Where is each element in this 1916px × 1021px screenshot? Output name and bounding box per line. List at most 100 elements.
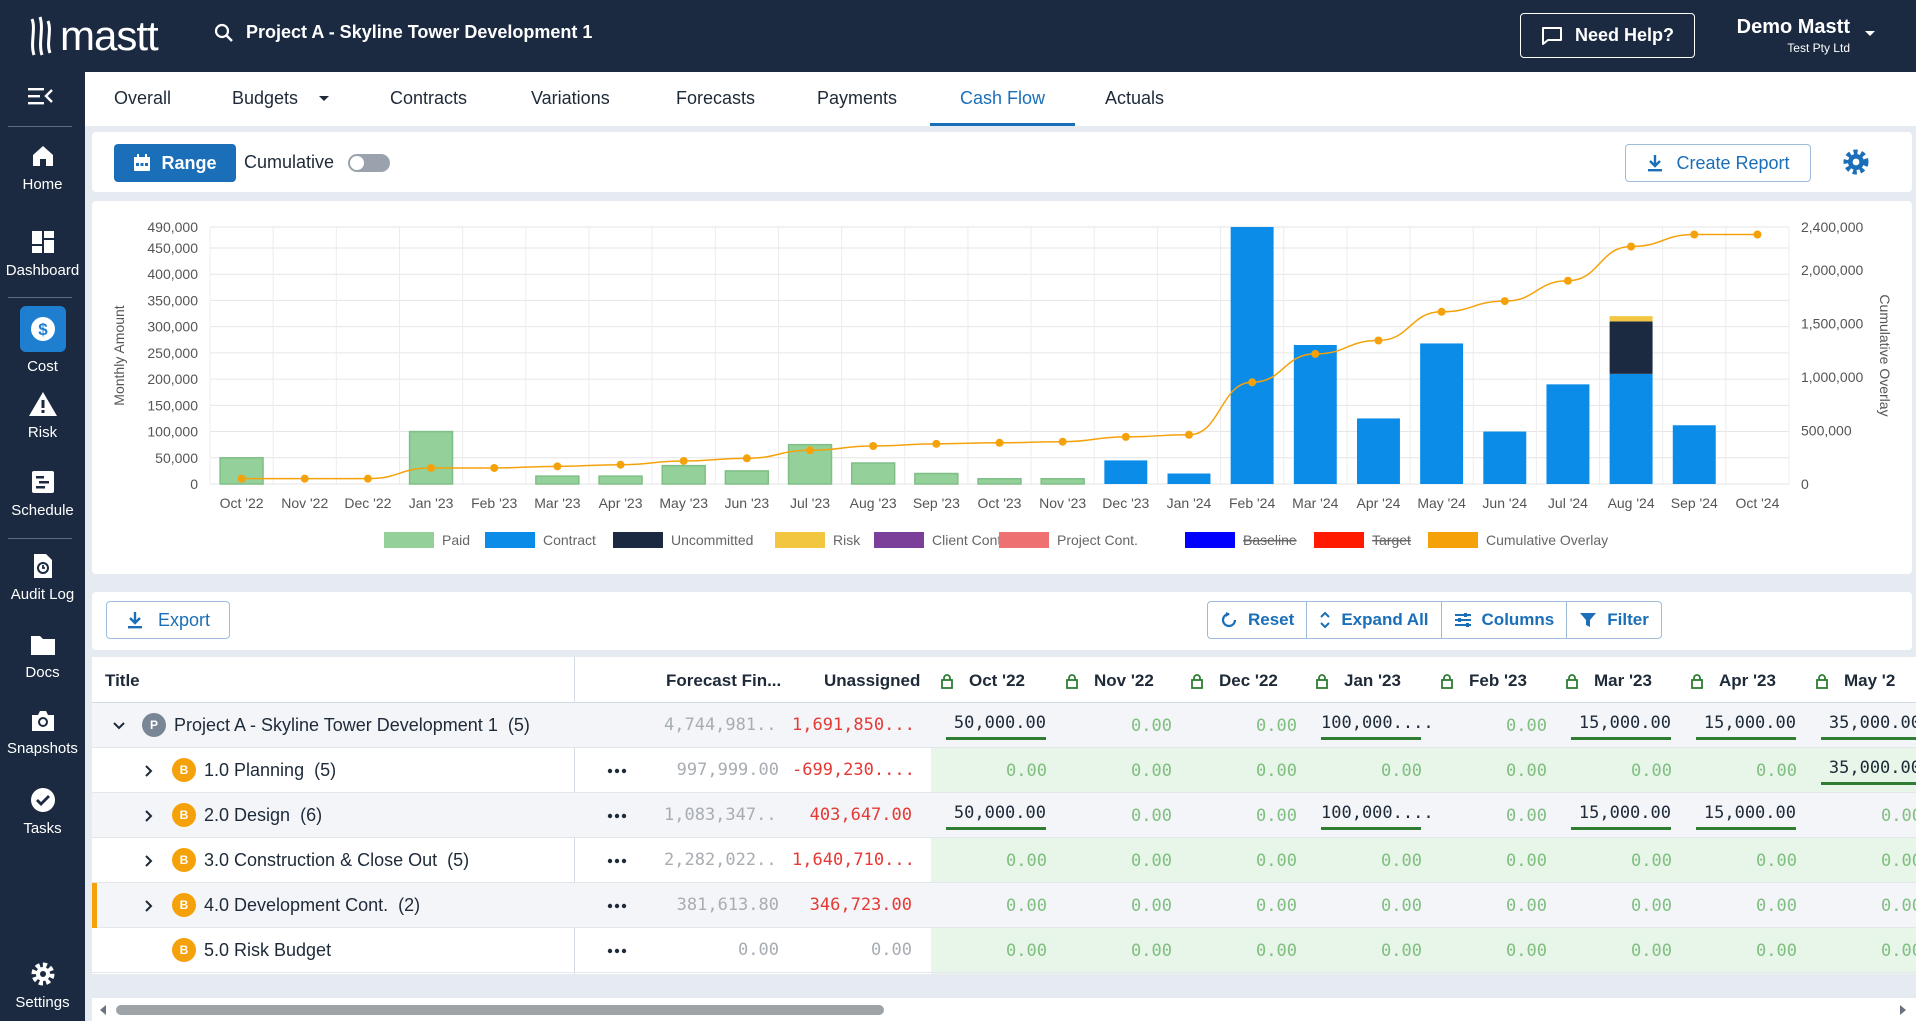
header-month[interactable]: Nov '22	[1066, 671, 1181, 691]
cell-amount[interactable]: 0.00	[1381, 761, 1422, 781]
cell-amount[interactable]: 0.00	[1631, 941, 1672, 961]
header-forecast[interactable]: Forecast Fin...	[666, 671, 782, 690]
project-search[interactable]: Project A - Skyline Tower Development 1	[214, 22, 592, 43]
header-month[interactable]: May '2	[1816, 671, 1916, 691]
cell-amount[interactable]: 0.00	[1131, 761, 1172, 781]
cell-amount[interactable]: 0.00	[1131, 851, 1172, 871]
cell-amount[interactable]: 0.00	[1006, 941, 1047, 961]
scroll-left-icon[interactable]	[98, 1004, 108, 1016]
cell-amount[interactable]: 0.00	[1381, 851, 1422, 871]
tab-contracts[interactable]: Contracts	[390, 88, 468, 108]
sidebar-item-cost[interactable]: $ Cost	[0, 306, 85, 375]
sidebar-item-snapshots[interactable]: Snapshots	[0, 708, 85, 757]
export-button[interactable]: Export	[106, 601, 230, 639]
cell-amount[interactable]: 0.00	[1881, 806, 1916, 826]
tab-budgets[interactable]: Budgets	[232, 88, 330, 126]
logo[interactable]: mastt	[28, 12, 159, 60]
cell-amount[interactable]: 0.00	[1256, 896, 1297, 916]
sidebar-item-tasks[interactable]: Tasks	[0, 786, 85, 837]
chevron-right-icon[interactable]	[142, 764, 156, 778]
collapse-menu-icon[interactable]	[28, 86, 54, 106]
cell-amount[interactable]: 0.00	[1256, 806, 1297, 826]
cell-amount[interactable]: 0.00	[1631, 851, 1672, 871]
cell-amount[interactable]: 0.00	[1006, 761, 1047, 781]
more-icon[interactable]	[607, 948, 627, 954]
scroll-thumb[interactable]	[116, 1005, 884, 1015]
cell-amount[interactable]: 0.00	[1631, 761, 1672, 781]
cell-amount[interactable]: 15,000.00	[1696, 803, 1796, 830]
columns-button[interactable]: Columns	[1442, 602, 1568, 638]
header-month[interactable]: Oct '22	[941, 671, 1056, 691]
header-month[interactable]: Dec '22	[1191, 671, 1306, 691]
reset-button[interactable]: Reset	[1208, 602, 1308, 638]
tab-forecasts[interactable]: Forecasts	[676, 88, 756, 108]
more-icon[interactable]	[607, 858, 627, 864]
sidebar-item-dashboard[interactable]: Dashboard	[0, 228, 85, 279]
table-row[interactable]: B 4.0 Development Cont. (2) 381,613.80 346,…	[92, 883, 1916, 928]
settings-gear-icon[interactable]	[1842, 148, 1870, 176]
chevron-right-icon[interactable]	[142, 809, 156, 823]
cell-amount[interactable]: 0.00	[1506, 716, 1547, 736]
chevron-down-icon[interactable]	[112, 719, 126, 733]
cell-amount[interactable]: 0.00	[1006, 896, 1047, 916]
cell-amount[interactable]: 0.00	[1381, 941, 1422, 961]
cell-amount[interactable]: 0.00	[1756, 851, 1797, 871]
row-title[interactable]: Project A - Skyline Tower Development 1 …	[174, 715, 530, 736]
cell-amount[interactable]: 0.00	[1256, 851, 1297, 871]
table-row[interactable]: B 3.0 Construction & Close Out (5) 2,282,0…	[92, 838, 1916, 883]
project-row[interactable]: P Project A - Skyline Tower Development 1…	[92, 703, 1916, 748]
cell-amount[interactable]: 0.00	[1131, 896, 1172, 916]
chevron-down-icon[interactable]	[1864, 30, 1876, 38]
sidebar-item-settings[interactable]: Settings	[0, 960, 85, 1011]
cell-amount[interactable]: 0.00	[1381, 896, 1422, 916]
user-menu[interactable]: Demo Mastt Test Pty Ltd	[1735, 16, 1850, 55]
cell-amount[interactable]: 0.00	[1756, 761, 1797, 781]
horizontal-scrollbar[interactable]	[92, 998, 1916, 1021]
cell-amount[interactable]: 35,000.00	[1821, 758, 1916, 785]
tab-variations[interactable]: Variations	[531, 88, 610, 108]
sidebar-item-home[interactable]: Home	[0, 142, 85, 193]
cell-amount[interactable]: 0.00	[1506, 851, 1547, 871]
expand-all-button[interactable]: Expand All	[1307, 602, 1442, 638]
cell-amount[interactable]: 0.00	[1756, 896, 1797, 916]
filter-button[interactable]: Filter	[1567, 602, 1661, 638]
cell-amount[interactable]: 0.00	[1256, 941, 1297, 961]
row-title[interactable]: 1.0 Planning (5)	[204, 760, 336, 781]
sidebar-item-audit-log[interactable]: Audit Log	[0, 552, 85, 603]
scroll-right-icon[interactable]	[1898, 1004, 1908, 1016]
cell-amount[interactable]: 0.00	[1131, 806, 1172, 826]
table-row[interactable]: B 1.0 Planning (5) 997,999.00 -699,230.... 0…	[92, 748, 1916, 793]
cell-amount[interactable]: 50,000.00	[946, 713, 1046, 740]
cell-amount[interactable]: 15,000.00	[1571, 803, 1671, 830]
chevron-right-icon[interactable]	[142, 899, 156, 913]
cell-amount[interactable]: 0.00	[1881, 941, 1916, 961]
row-title[interactable]: 4.0 Development Cont. (2)	[204, 895, 420, 916]
cell-amount[interactable]: 0.00	[1506, 896, 1547, 916]
cell-amount[interactable]: 35,000.00	[1821, 713, 1916, 740]
header-title[interactable]: Title	[105, 671, 140, 690]
header-month[interactable]: Mar '23	[1566, 671, 1681, 691]
cell-amount[interactable]: 0.00	[1506, 761, 1547, 781]
tab-overall[interactable]: Overall	[114, 88, 172, 108]
cell-amount[interactable]: 0.00	[1256, 761, 1297, 781]
sidebar-item-risk[interactable]: Risk	[0, 390, 85, 441]
cell-amount[interactable]: 0.00	[1881, 851, 1916, 871]
more-icon[interactable]	[607, 768, 627, 774]
cell-amount[interactable]: 15,000.00	[1571, 713, 1671, 740]
need-help-button[interactable]: Need Help?	[1520, 13, 1695, 58]
header-unassigned[interactable]: Unassigned	[824, 671, 921, 690]
table-row[interactable]: B 5.0 Risk Budget 0.00 0.00 0.00 0.00 0.00 0.0…	[92, 928, 1916, 973]
table-row[interactable]: B 2.0 Design (6) 1,083,347... 403,647.00 50,…	[92, 793, 1916, 838]
cell-amount[interactable]: 15,000.00	[1696, 713, 1796, 740]
more-icon[interactable]	[607, 813, 627, 819]
row-title[interactable]: 3.0 Construction & Close Out (5)	[204, 850, 469, 871]
row-title[interactable]: 2.0 Design (6)	[204, 805, 322, 826]
create-report-button[interactable]: Create Report	[1625, 144, 1811, 182]
sidebar-item-schedule[interactable]: Schedule	[0, 468, 85, 519]
tab-actuals[interactable]: Actuals	[1105, 88, 1165, 108]
cell-amount[interactable]: 0.00	[1006, 851, 1047, 871]
tab-cash-flow[interactable]: Cash Flow	[930, 88, 1075, 126]
more-icon[interactable]	[607, 903, 627, 909]
cell-amount[interactable]: 0.00	[1131, 716, 1172, 736]
cell-amount[interactable]: 0.00	[1131, 941, 1172, 961]
